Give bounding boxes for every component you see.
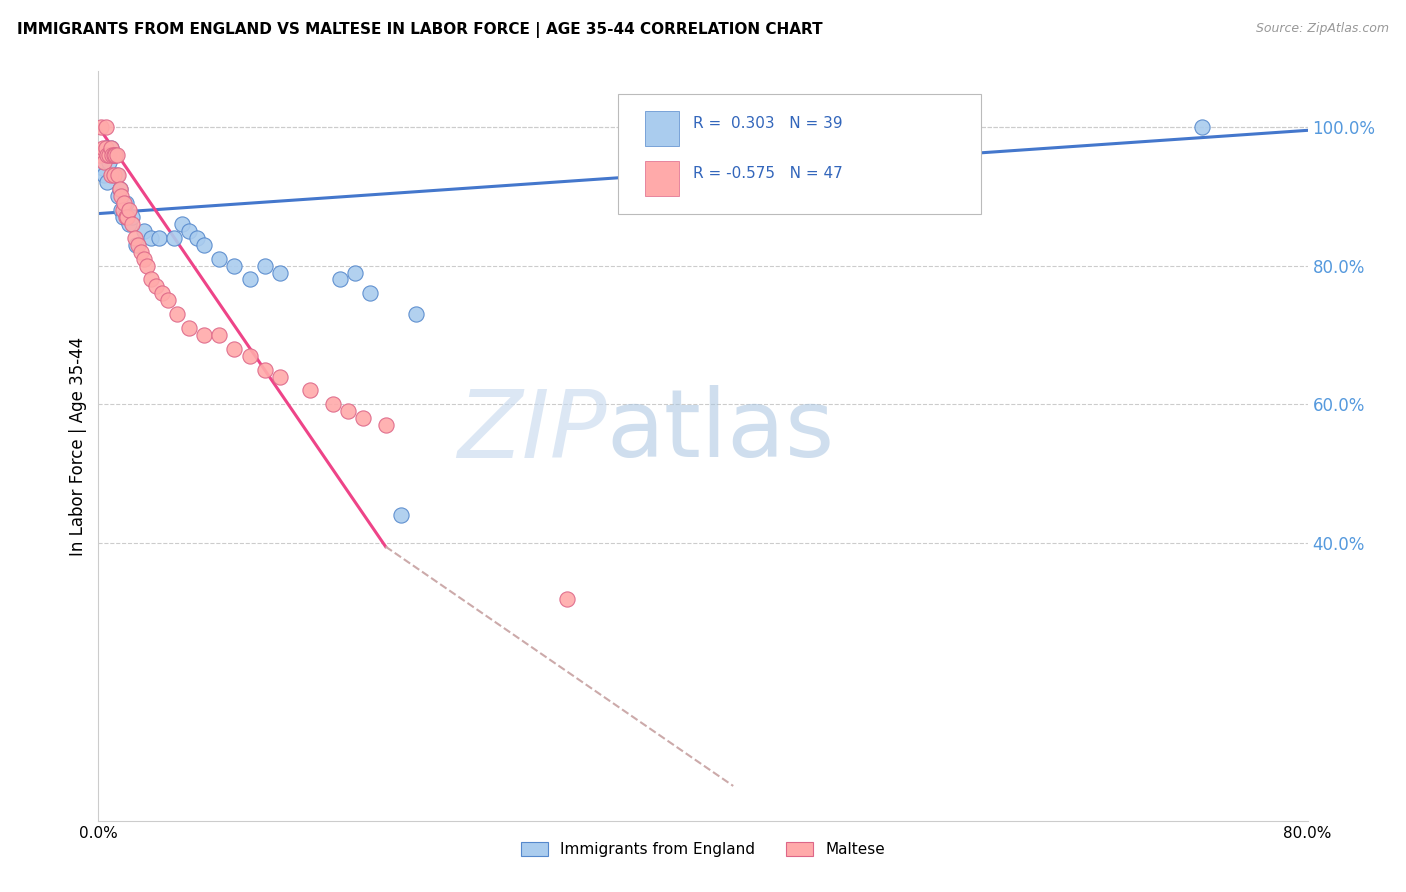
Point (208, 328, 231, 343)
Point (193, 328, 215, 343)
Point (110, 189, 132, 203)
Point (104, 147, 127, 161)
Point (94, 141, 117, 155)
Point (253, 362, 276, 376)
Point (100, 141, 122, 155)
Point (118, 217, 141, 231)
Point (166, 307, 188, 321)
Point (239, 272, 262, 286)
Point (103, 169, 125, 183)
Point (108, 182, 131, 196)
Point (163, 231, 186, 245)
Point (115, 210, 138, 224)
Point (150, 286, 173, 301)
Point (107, 169, 129, 183)
Point (93, 154, 115, 169)
Text: R = -0.575   N = 47: R = -0.575 N = 47 (693, 166, 844, 180)
Point (108, 182, 131, 196)
Point (114, 210, 136, 224)
Point (121, 210, 143, 224)
Point (186, 231, 208, 245)
Point (91, 141, 114, 155)
Text: IMMIGRANTS FROM ENGLAND VS MALTESE IN LABOR FORCE | AGE 35-44 CORRELATION CHART: IMMIGRANTS FROM ENGLAND VS MALTESE IN LA… (17, 22, 823, 38)
FancyBboxPatch shape (645, 161, 679, 195)
Point (124, 231, 146, 245)
Text: ZIP: ZIP (457, 385, 606, 476)
Point (103, 147, 125, 161)
Point (132, 224, 155, 238)
Point (193, 237, 215, 252)
Point (269, 369, 291, 384)
Point (127, 237, 149, 252)
Point (111, 210, 134, 224)
Point (98, 154, 121, 169)
Point (98, 147, 121, 161)
Point (105, 169, 128, 183)
Point (208, 252, 231, 266)
Point (93, 169, 115, 183)
Point (104, 147, 127, 161)
FancyBboxPatch shape (619, 94, 981, 214)
Point (101, 147, 124, 161)
Point (322, 397, 344, 411)
Point (329, 272, 352, 286)
Point (170, 217, 193, 231)
Text: atlas: atlas (606, 385, 835, 477)
Point (89, 147, 111, 161)
Point (135, 259, 157, 273)
Point (118, 203, 141, 218)
Point (111, 203, 134, 218)
Legend: Immigrants from England, Maltese: Immigrants from England, Maltese (516, 838, 890, 862)
Point (269, 266, 291, 280)
Text: Source: ZipAtlas.com: Source: ZipAtlas.com (1256, 22, 1389, 36)
Point (96, 147, 118, 161)
Point (132, 252, 155, 266)
Point (112, 196, 135, 211)
Point (179, 224, 201, 238)
Point (141, 272, 163, 286)
Point (405, 307, 427, 321)
Point (555, 591, 578, 606)
Point (179, 321, 201, 335)
Point (96, 175, 118, 189)
Point (114, 196, 136, 211)
Y-axis label: In Labor Force | Age 35-44: In Labor Force | Age 35-44 (69, 336, 87, 556)
Point (103, 147, 125, 161)
Point (344, 266, 367, 280)
Point (1191, 120, 1213, 134)
Point (91, 161, 114, 176)
Point (94, 120, 117, 134)
Point (889, 147, 911, 161)
Point (94, 141, 117, 155)
Point (100, 141, 122, 155)
Point (110, 203, 132, 218)
Point (145, 279, 167, 293)
Point (352, 411, 374, 425)
Text: R =  0.303   N = 39: R = 0.303 N = 39 (693, 116, 844, 131)
Point (141, 231, 163, 245)
Point (125, 237, 148, 252)
FancyBboxPatch shape (645, 112, 679, 146)
Point (90, 120, 112, 134)
Point (224, 342, 246, 356)
Point (374, 418, 396, 433)
Point (389, 508, 412, 523)
Point (107, 189, 129, 203)
Point (90, 147, 112, 161)
Point (224, 259, 246, 273)
Point (336, 404, 359, 418)
Point (299, 384, 322, 398)
Point (156, 293, 179, 308)
Point (253, 259, 276, 273)
Point (121, 217, 143, 231)
Point (100, 169, 122, 183)
Point (129, 244, 152, 259)
Point (101, 147, 124, 161)
Point (239, 349, 262, 363)
Point (105, 147, 128, 161)
Point (148, 231, 170, 245)
Point (360, 286, 382, 301)
